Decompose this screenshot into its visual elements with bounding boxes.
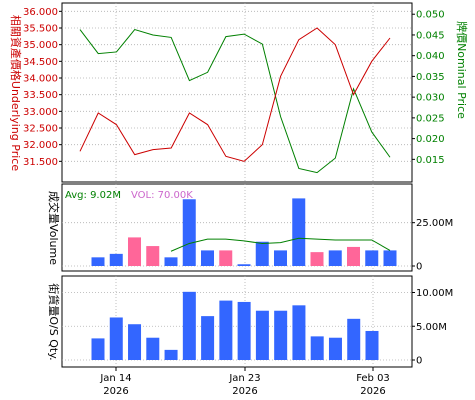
price-left-tick-label: 36.000 xyxy=(23,7,58,18)
price-right-axis-label: 牌價Nominal Price xyxy=(455,21,469,119)
underlying-price-line xyxy=(79,27,391,162)
volume-bar xyxy=(91,257,105,266)
volume-bar xyxy=(201,250,214,266)
nominal-price-line xyxy=(79,28,391,174)
price-left-tick-label: 32.000 xyxy=(23,140,58,151)
x-tick-label-date: Feb 03 xyxy=(356,373,390,384)
price-left-tick-label: 35.500 xyxy=(23,24,58,35)
volume-bar xyxy=(164,257,178,266)
outstanding-bar xyxy=(365,330,379,360)
volume-bars xyxy=(91,198,397,266)
x-tick-label-year: 2026 xyxy=(103,386,128,397)
price-panel-frame xyxy=(61,2,413,183)
outstanding-bar xyxy=(347,318,361,360)
outstanding-panel: 0 5.00M 10.00M 街貨量O/S Qty. xyxy=(47,275,453,368)
outstanding-right-tick-label: 0 xyxy=(416,356,422,367)
volume-bar xyxy=(182,199,196,266)
outstanding-bar xyxy=(201,316,215,360)
volume-bar xyxy=(274,250,287,266)
volume-right-tick-label: 0 xyxy=(416,262,422,273)
volume-avg-label: Avg: 9.02M xyxy=(65,190,121,201)
outstanding-bar xyxy=(274,310,288,360)
outstanding-bar xyxy=(146,337,160,360)
price-left-axis-label: 相關資產價格Underlying Price xyxy=(9,15,23,171)
outstanding-right-tick-label: 10.00M xyxy=(416,288,453,299)
volume-bar xyxy=(328,250,342,266)
volume-bar xyxy=(347,246,360,266)
price-left-axis: 31.500 32.000 32.500 33.000 33.500 34.000 34.5… xyxy=(23,7,62,168)
volume-bar xyxy=(365,250,379,266)
volume-right-axis: 0 25.00M xyxy=(412,218,453,273)
price-left-tick-label: 31.500 xyxy=(23,157,58,168)
volume-vol-label: VOL: 70.00K xyxy=(131,190,193,201)
price-right-tick-label: 0.030 xyxy=(416,93,445,104)
outstanding-bar xyxy=(91,338,105,360)
outstanding-bar xyxy=(109,317,123,360)
volume-bar xyxy=(109,253,123,266)
price-right-axis: 0.015 0.020 0.025 0.030 0.035 0.040 0.045 0.050 xyxy=(412,10,445,166)
price-right-tick-label: 0.015 xyxy=(416,155,445,166)
outstanding-bar xyxy=(128,324,142,360)
x-tick-label-date: Jan 14 xyxy=(99,373,131,384)
outstanding-bar xyxy=(328,337,342,360)
price-left-tick-label: 35.000 xyxy=(23,40,58,51)
volume-bar xyxy=(292,198,306,266)
volume-bar xyxy=(255,241,269,266)
price-left-tick-label: 34.500 xyxy=(23,57,58,68)
volume-average-line xyxy=(170,237,391,252)
price-left-tick-label: 33.000 xyxy=(23,107,58,118)
volume-axis-label: 成交量Volume xyxy=(47,191,61,265)
price-right-tick-label: 0.035 xyxy=(416,72,445,83)
price-right-tick-label: 0.050 xyxy=(416,10,445,21)
volume-panel: 0 25.00M Avg: 9.02M VOL: 70.00K 成交量Volume xyxy=(47,183,453,273)
price-right-tick-label: 0.020 xyxy=(416,134,445,145)
outstanding-bar xyxy=(182,291,196,360)
outstanding-bar xyxy=(237,301,251,360)
price-right-tick-label: 0.025 xyxy=(416,113,445,124)
x-tick-label-year: 2026 xyxy=(360,386,385,397)
outstanding-bar xyxy=(219,300,233,360)
x-tick-label-year: 2026 xyxy=(232,386,257,397)
volume-right-tick-label: 25.00M xyxy=(416,218,453,229)
outstanding-bar xyxy=(164,349,178,360)
price-right-tick-label: 0.040 xyxy=(416,51,445,62)
outstanding-right-axis: 0 5.00M 10.00M xyxy=(412,288,453,367)
volume-bar xyxy=(146,246,160,266)
volume-bar xyxy=(383,250,397,266)
x-axis: Jan 14 2026 Jan 23 2026 Feb 03 2026 xyxy=(99,367,390,397)
volume-bar xyxy=(219,250,233,266)
price-left-tick-label: 33.500 xyxy=(23,90,58,101)
outstanding-bar xyxy=(310,336,324,360)
volume-bar xyxy=(128,237,141,266)
price-left-tick-label: 32.500 xyxy=(23,124,58,135)
outstanding-right-tick-label: 5.00M xyxy=(416,322,447,333)
price-panel: 31.500 32.000 32.500 33.000 33.500 34.000 34.5… xyxy=(9,2,469,183)
outstanding-bars xyxy=(91,291,379,360)
outstanding-axis-label: 街貨量O/S Qty. xyxy=(47,283,61,360)
outstanding-bar xyxy=(255,310,269,360)
volume-bar xyxy=(237,264,251,266)
price-left-tick-label: 34.000 xyxy=(23,74,58,85)
price-right-tick-label: 0.045 xyxy=(416,30,445,41)
outstanding-bar xyxy=(292,305,306,360)
x-tick-label-date: Jan 23 xyxy=(228,373,260,384)
volume-bar xyxy=(310,252,324,266)
